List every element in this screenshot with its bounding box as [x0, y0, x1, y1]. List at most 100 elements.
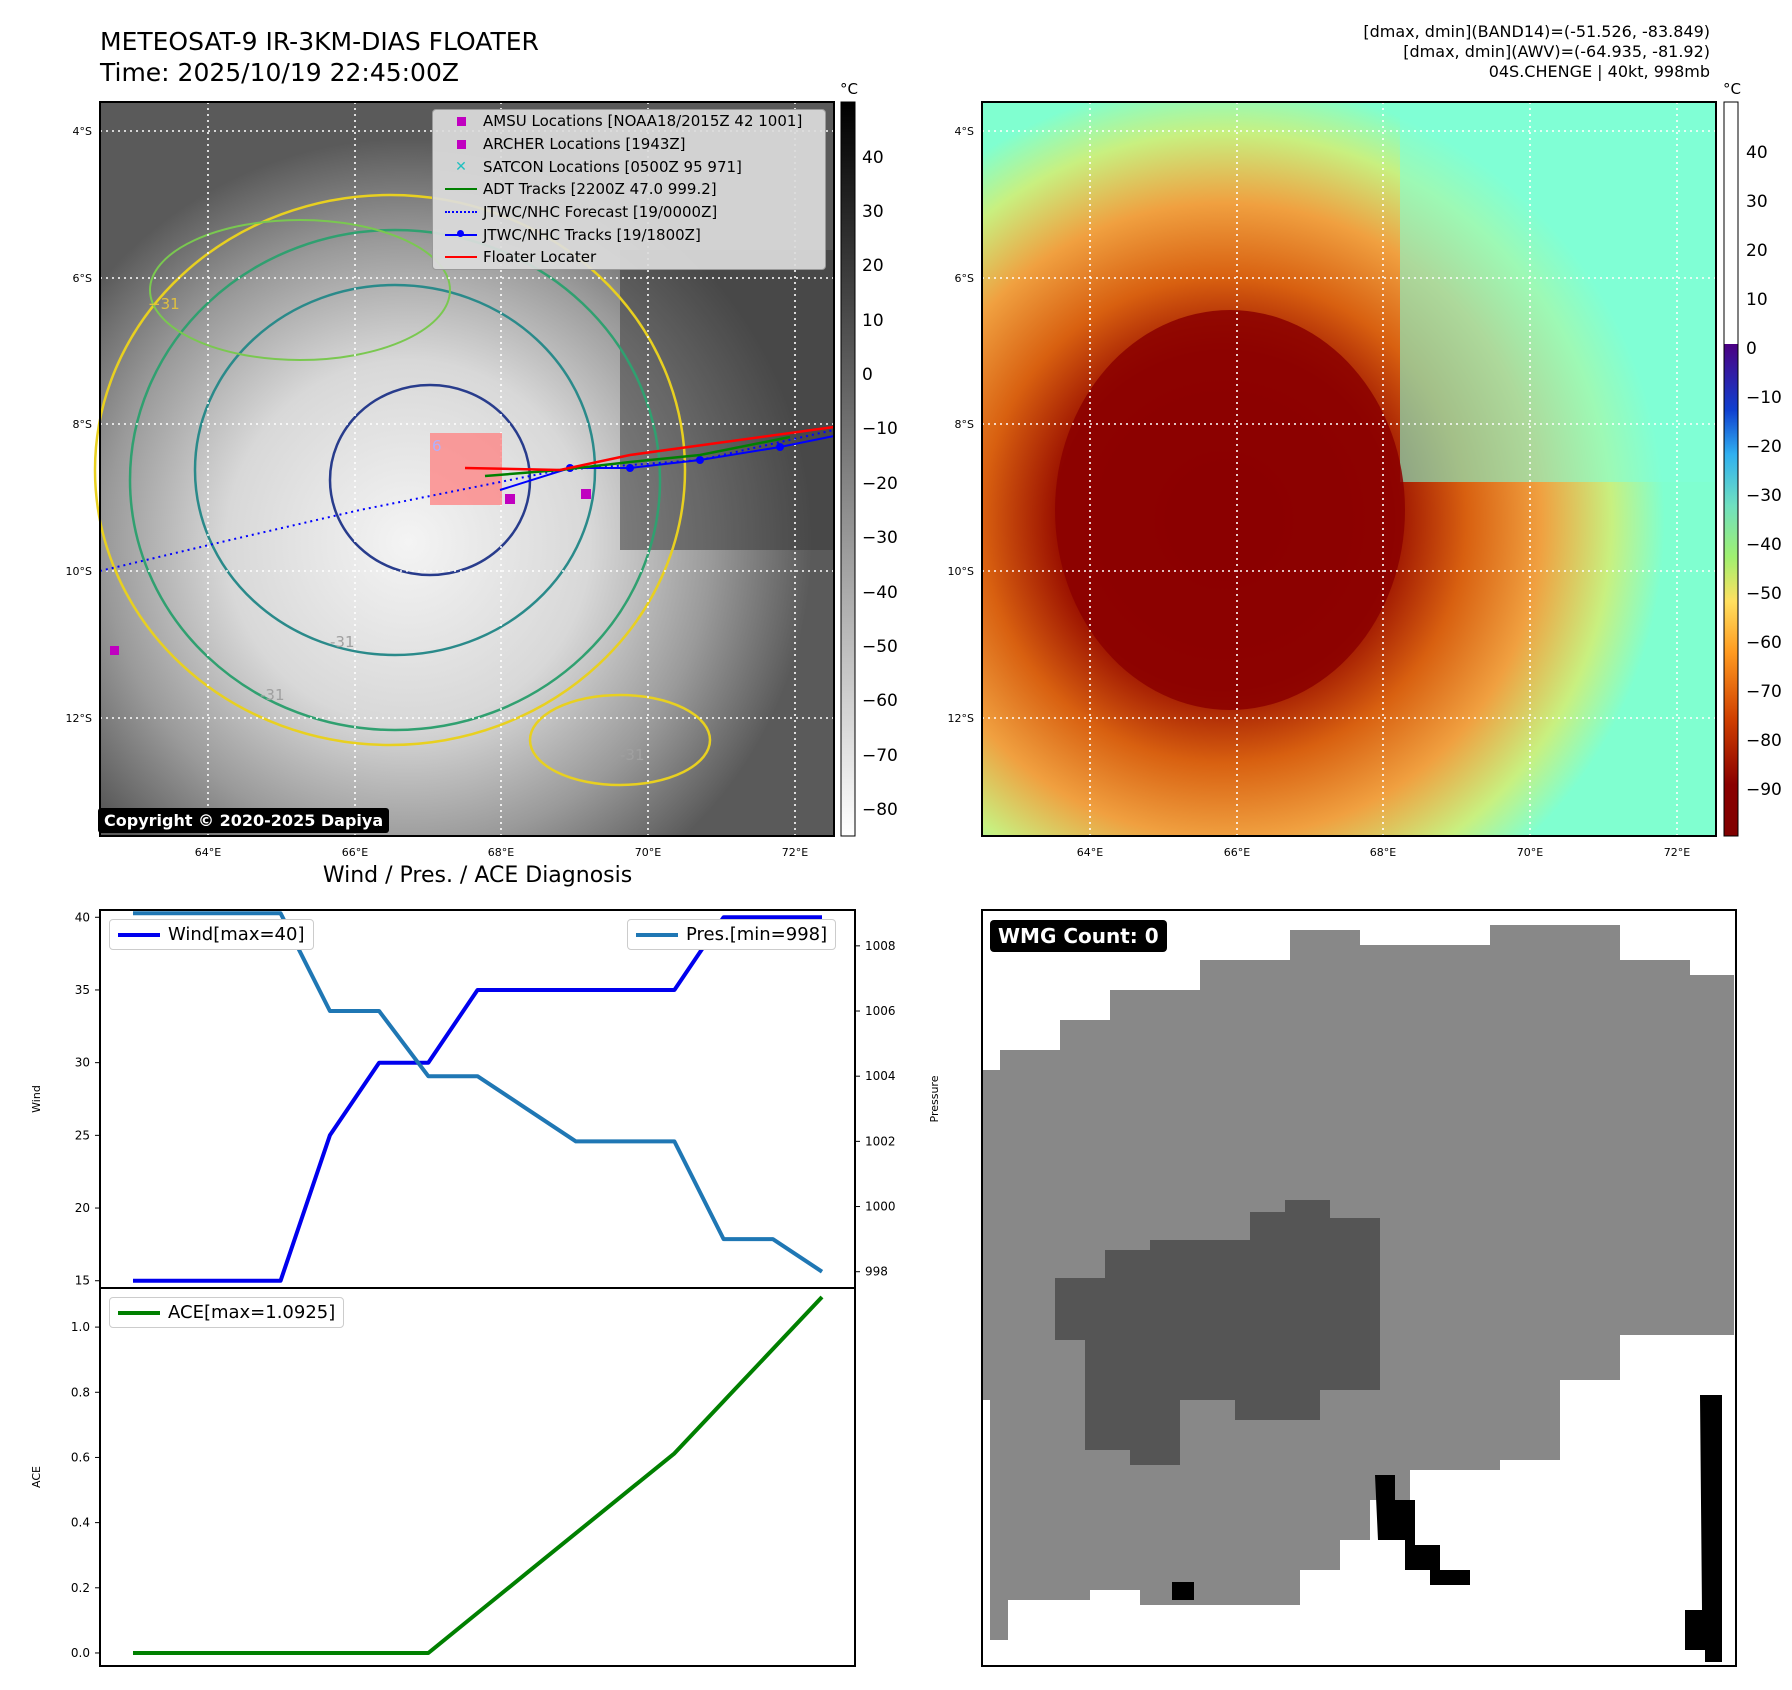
legend-item-archer: ARCHER Locations [1943Z]	[433, 133, 825, 156]
tick-label: 1006	[865, 1004, 896, 1018]
wmg-black-cell	[1172, 1582, 1194, 1600]
legend-label: Floater Locater	[483, 248, 597, 267]
pres-legend: Pres.[min=998]	[627, 919, 837, 950]
lon-label: 72°E	[1664, 846, 1690, 859]
legend-item-satcon: ✕ SATCON Locations [0500Z 95 971]	[433, 155, 825, 178]
tick-label: 0.6	[71, 1450, 90, 1464]
stats-line2: [dmax, dmin](AWV)=(-64.935, -81.92)	[1403, 42, 1710, 61]
colorbar-tick: −30	[862, 528, 898, 548]
tick-label: 0.2	[71, 1581, 90, 1595]
colorbar-tick: −60	[862, 691, 898, 711]
ir-contour-south	[528, 693, 712, 787]
awv-colorbar-ticks: 40 30 20 10 0 −10 −20 −30 −40 −50 −60 −7…	[1746, 143, 1782, 800]
colorbar-tick: 30	[1746, 192, 1768, 212]
lon-label: 70°E	[635, 846, 661, 859]
tick-label: 30	[75, 1056, 90, 1070]
wind-legend: Wind[max=40]	[109, 919, 314, 950]
ir-contour-yellow	[93, 193, 687, 747]
title-line2: Time: 2025/10/19 22:45:00Z	[100, 58, 459, 87]
wmg-panel	[981, 909, 1737, 1667]
floater-locater-track	[464, 425, 835, 472]
tick-label: 0.0	[71, 1646, 90, 1660]
tick-label: 20	[75, 1201, 90, 1215]
awv-map	[981, 101, 1717, 837]
colorbar-tick: 20	[862, 256, 884, 276]
colorbar-tick: 10	[862, 311, 884, 331]
tick-label: 1000	[865, 1200, 896, 1214]
colorbar-tick: −20	[1746, 437, 1782, 457]
colorbar-tick: 10	[1746, 290, 1768, 310]
colorbar-tick: 20	[1746, 241, 1768, 261]
colorbar-tick: −70	[862, 746, 898, 766]
lon-label: 70°E	[1517, 846, 1543, 859]
wmg-dark-region	[1055, 1200, 1380, 1465]
legend-label: JTWC/NHC Forecast [19/0000Z]	[483, 203, 718, 222]
copyright-badge: Copyright © 2020-2025 Dapiya	[98, 808, 390, 833]
lat-label: 10°S	[948, 565, 974, 578]
square-marker-icon	[439, 139, 483, 149]
legend-item-floater: Floater Locater	[433, 246, 825, 269]
awv-lon-labels: 64°E 66°E 68°E 70°E 72°E	[1077, 846, 1690, 859]
lat-label: 4°S	[73, 125, 92, 138]
square-marker-icon	[439, 116, 483, 126]
colorbar-tick: 40	[862, 148, 884, 168]
ir-colorbar: °C 40 30 20 10 0 −10 −20 −30 −40 −50 −60…	[840, 80, 898, 837]
x-marker-icon: ✕	[455, 158, 467, 175]
lon-label: 64°E	[1077, 846, 1103, 859]
wind-pres-frame	[99, 909, 856, 1289]
lat-label: 6°S	[955, 272, 974, 285]
tick-label: 1.0	[71, 1320, 90, 1334]
wind-pres-panel: 15 20 25 30 35 40 998 1000 1002 1004 1006 1008 Win…	[30, 909, 941, 1289]
wind-ylabel: Wind	[30, 1085, 43, 1113]
lon-label: 66°E	[342, 846, 368, 859]
colorbar-tick: −10	[1746, 388, 1782, 408]
adt-track	[484, 435, 791, 478]
ace-frame	[99, 1287, 856, 1667]
colorbar-tick: 30	[862, 202, 884, 222]
ace-line-icon	[118, 1310, 160, 1315]
ir-dark-region	[620, 250, 834, 550]
tick-label: 1002	[865, 1134, 896, 1148]
stats-line1: [dmax, dmin](BAND14)=(-51.526, -83.849)	[1363, 22, 1710, 41]
archer-location	[505, 494, 515, 504]
tick-label: 1004	[865, 1069, 896, 1083]
wmg-black-region	[1375, 1475, 1470, 1585]
ace-legend: ACE[max=1.0925]	[109, 1297, 345, 1328]
jtwc-track	[499, 435, 835, 491]
lon-label: 64°E	[195, 846, 221, 859]
ir-map-frame	[99, 101, 835, 837]
tick-label: 25	[75, 1128, 90, 1142]
colorbar-tick: −50	[862, 637, 898, 657]
wmg-count-badge: WMG Count: 0	[990, 920, 1167, 952]
ir-lon-labels: 64°E 66°E 68°E 70°E 72°E	[195, 846, 808, 859]
dotted-line-icon	[439, 211, 483, 214]
awv-colorbar: °C 40 30 20 10 0 −10 −20 −30 −40 −50 −60…	[1723, 80, 1782, 837]
contour-label: -31	[330, 633, 355, 651]
lon-label: 72°E	[782, 846, 808, 859]
legend-label: JTWC/NHC Tracks [19/1800Z]	[483, 225, 701, 244]
lat-label: 8°S	[955, 418, 974, 431]
wind-line-icon	[118, 932, 160, 937]
tick-label: 15	[75, 1274, 90, 1288]
ir-colorbar-unit: °C	[840, 80, 858, 98]
legend-label: AMSU Locations [NOAA18/2015Z 42 1001]	[483, 112, 803, 131]
ir-contour-mid	[193, 283, 597, 657]
colorbar-tick: −10	[862, 419, 898, 439]
wind-legend-label: Wind[max=40]	[168, 924, 305, 945]
colorbar-tick: 40	[1746, 143, 1768, 163]
pres-line-icon	[636, 932, 678, 937]
ace-legend-label: ACE[max=1.0925]	[168, 1302, 336, 1323]
tick-label: 0.4	[71, 1516, 90, 1530]
awv-colorbar-unit: °C	[1723, 80, 1741, 98]
colorbar-tick: −80	[862, 800, 898, 820]
pres-ylabel: Pressure	[928, 1075, 941, 1122]
colorbar-tick: −20	[862, 474, 898, 494]
colorbar-tick: 0	[1746, 339, 1757, 359]
tick-label: 40	[75, 910, 90, 924]
legend-item-amsu: AMSU Locations [NOAA18/2015Z 42 1001]	[433, 110, 825, 133]
lat-label: 12°S	[66, 712, 92, 725]
awv-cyan-region	[1400, 102, 1716, 482]
colorbar-tick: −60	[1746, 633, 1782, 653]
diagnosis-title: Wind / Pres. / ACE Diagnosis	[322, 863, 633, 888]
lon-label: 66°E	[1224, 846, 1250, 859]
